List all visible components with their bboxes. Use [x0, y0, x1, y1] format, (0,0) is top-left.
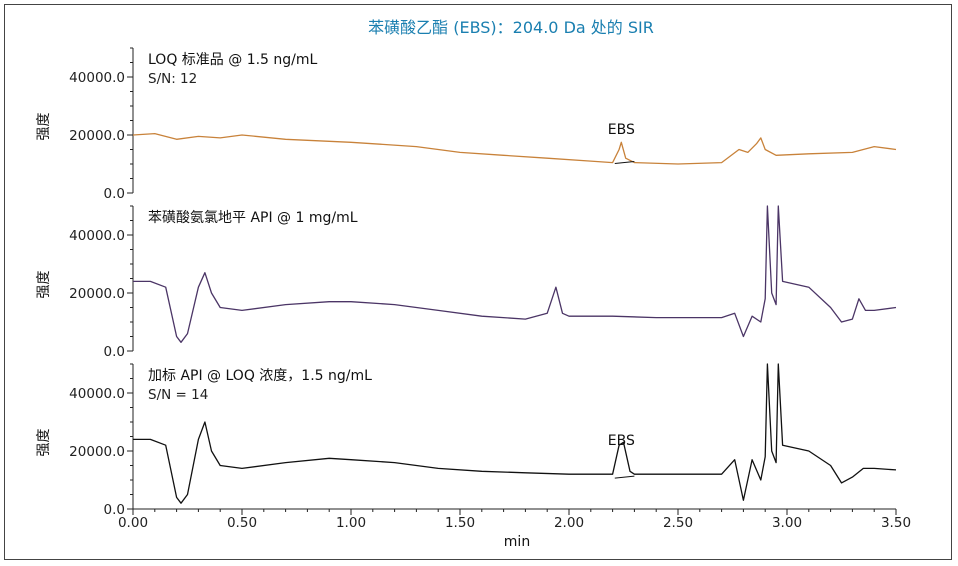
x-tick-label: 2.50: [663, 515, 693, 531]
x-tick-label: 1.50: [445, 515, 475, 531]
x-tick-label: 1.00: [336, 515, 366, 531]
y-axis-label: 强度: [36, 271, 52, 299]
y-tick-label: 40000.0: [69, 386, 125, 402]
panel-1: 0.0 20000.0 40000.0 强度 LOQ 标准品 @ 1.5 ng/mL S/…: [36, 47, 897, 202]
y-tick-label: 0.0: [104, 344, 125, 360]
y-tick-label: 20000.0: [69, 444, 125, 460]
peak-baseline: [614, 475, 635, 479]
panel-2: 0.0 20000.0 40000.0 强度 苯磺酸氨氯地平 API @ 1 mg/mL: [36, 205, 897, 360]
chart-frame: [4, 4, 952, 560]
series-line: [133, 205, 897, 343]
y-tick-label: 0.0: [104, 186, 125, 202]
chart-title: 苯磺酸乙酯 (EBS)：204.0 Da 处的 SIR: [368, 18, 654, 37]
y-tick-label: 40000.0: [69, 70, 125, 86]
y-tick-label: 20000.0: [69, 128, 125, 144]
x-tick-label: 3.00: [772, 515, 802, 531]
panel-sublabel: S/N = 14: [148, 387, 208, 403]
x-tick-label: 2.00: [554, 515, 584, 531]
series-line: [132, 132, 897, 165]
y-tick-label: 0.0: [104, 502, 125, 518]
peak-label: EBS: [608, 122, 635, 138]
panel-3: 0.0 20000.0 40000.0 强度 加标 API @ LOQ 浓度，1.5 n…: [36, 363, 897, 518]
panel-label: LOQ 标准品 @ 1.5 ng/mL: [148, 52, 318, 68]
panel-label: 加标 API @ LOQ 浓度，1.5 ng/mL: [148, 368, 372, 384]
panel-label: 苯磺酸氨氯地平 API @ 1 mg/mL: [148, 209, 358, 226]
peak-baseline: [614, 161, 635, 165]
y-tick-label: 20000.0: [69, 286, 125, 302]
panel-sublabel: S/N: 12: [148, 71, 197, 87]
y-axis-label: 强度: [36, 429, 52, 457]
x-tick-label: 3.50: [881, 515, 911, 531]
peak-label: EBS: [608, 433, 635, 449]
x-tick-label: 0.50: [227, 515, 257, 531]
y-tick-label: 40000.0: [69, 228, 125, 244]
y-axis-label: 强度: [36, 113, 52, 141]
x-tick-label: 0.00: [118, 515, 148, 531]
series-line: [133, 363, 897, 504]
x-axis-label: min: [504, 534, 530, 550]
